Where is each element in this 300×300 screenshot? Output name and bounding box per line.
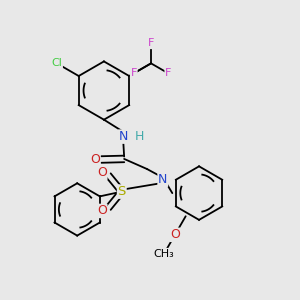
Text: O: O — [97, 204, 107, 218]
Text: F: F — [130, 68, 137, 78]
Text: H: H — [134, 130, 144, 143]
Text: Cl: Cl — [51, 58, 62, 68]
Text: N: N — [118, 130, 128, 143]
Text: O: O — [170, 228, 180, 241]
Text: S: S — [118, 185, 126, 198]
Text: N: N — [158, 173, 167, 186]
Text: O: O — [97, 167, 107, 179]
Text: CH₃: CH₃ — [154, 249, 175, 259]
Text: O: O — [90, 153, 100, 166]
Text: F: F — [165, 68, 172, 78]
Text: F: F — [148, 38, 154, 48]
